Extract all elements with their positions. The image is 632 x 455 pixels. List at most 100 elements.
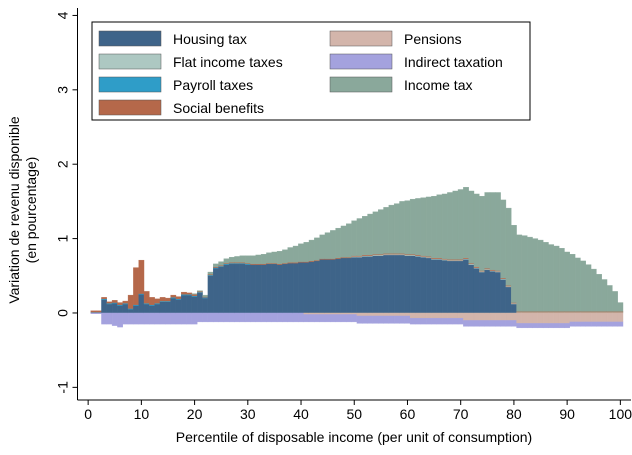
bar-segment [367,315,374,324]
bar-segment [223,258,230,264]
bar-segment [106,301,113,304]
bar-segment [303,314,310,323]
bar-segment [431,259,437,314]
bar-segment [133,312,139,325]
x-tick-label: 10 [134,406,150,422]
bar-segment [308,312,315,315]
bar-segment [356,312,363,317]
legend-box [91,21,531,121]
bar-segment [463,312,469,321]
bar-segment [500,279,507,314]
bar-segment [372,211,379,255]
bar-segment [542,323,549,329]
bar-segment [463,187,469,259]
bar-segment [165,297,171,302]
x-tick-label: 40 [293,406,309,422]
bar-segment [489,192,496,271]
x-tick-label: 70 [453,406,469,422]
bar-segment [207,312,214,323]
bar-segment [393,203,400,254]
bar-segment [133,305,139,314]
bar-segment [516,323,523,329]
bar-segment [495,192,501,271]
legend-swatch [98,99,162,116]
bar-segment [425,312,432,319]
bar-segment [287,312,294,323]
bar-segment [260,264,267,314]
bar-segment [314,314,320,323]
bar-segment [527,323,533,329]
bar-segment [367,256,374,314]
bar-segment [388,204,395,254]
bar-segment [335,312,342,315]
bar-segment [612,312,618,323]
bar-segment [441,193,448,259]
bar-segment [457,317,464,325]
bar-segment [393,315,400,324]
bar-segment [367,312,374,317]
bar-segment [186,294,193,314]
bar-segment [117,305,123,314]
bar-segment [479,312,485,321]
bar-segment [314,312,320,315]
bar-segment [542,242,549,312]
bar-segment [505,312,512,321]
bar-segment [500,320,507,327]
bar-segment [356,256,363,314]
bar-segment [197,290,203,292]
bar-segment [282,249,288,264]
bar-segment [425,317,432,325]
bar-segment [228,263,235,314]
bar-segment [505,320,512,327]
bar-segment [308,261,315,314]
bar-segment [542,312,549,324]
bar-segment [511,320,517,327]
x-tick-label: 80 [506,406,522,422]
bar-segment [351,256,358,314]
y-tick-label: -1 [55,381,71,394]
bar-segment [441,317,448,325]
bar-segment [537,312,544,324]
bar-segment [287,247,294,263]
bar-segment [415,256,421,314]
bar-segment [170,297,177,314]
bar-segment [548,323,555,329]
bar-segment [143,291,150,304]
x-tick-label: 30 [240,406,256,422]
bar-segment [106,303,113,314]
bar-segment [351,314,358,323]
legend-label: Social benefits [173,100,264,116]
bar-segment [580,321,586,327]
bar-segment [351,220,358,256]
bar-segment [473,312,480,321]
bar-segment [218,261,225,266]
x-tick-label: 50 [346,406,362,422]
bar-segment [388,254,395,314]
bar-segment [564,312,570,324]
bar-segment [207,271,214,275]
bar-segment [409,317,416,325]
bar-segment [303,262,310,314]
legend-swatch [98,53,162,70]
bar-segment [197,292,203,314]
bar-segment [537,239,544,312]
bar-segment [111,312,118,326]
bar-segment [292,245,299,263]
bar-segment [122,303,129,314]
bar-segment [505,207,512,286]
bar-segment [138,294,145,314]
bar-segment [617,302,624,312]
bar-segment [271,312,278,323]
bar-segment [495,320,501,327]
bar-segment [473,268,480,314]
bar-segment [149,297,155,305]
bar-segment [95,310,102,313]
bar-segment [127,309,134,314]
bar-segment [175,296,182,300]
bar-segment [569,312,576,323]
bar-segment [181,294,187,314]
bar-segment [420,256,427,314]
bar-segment [165,301,171,314]
bar-segment [585,312,592,323]
bar-segment [580,312,586,323]
